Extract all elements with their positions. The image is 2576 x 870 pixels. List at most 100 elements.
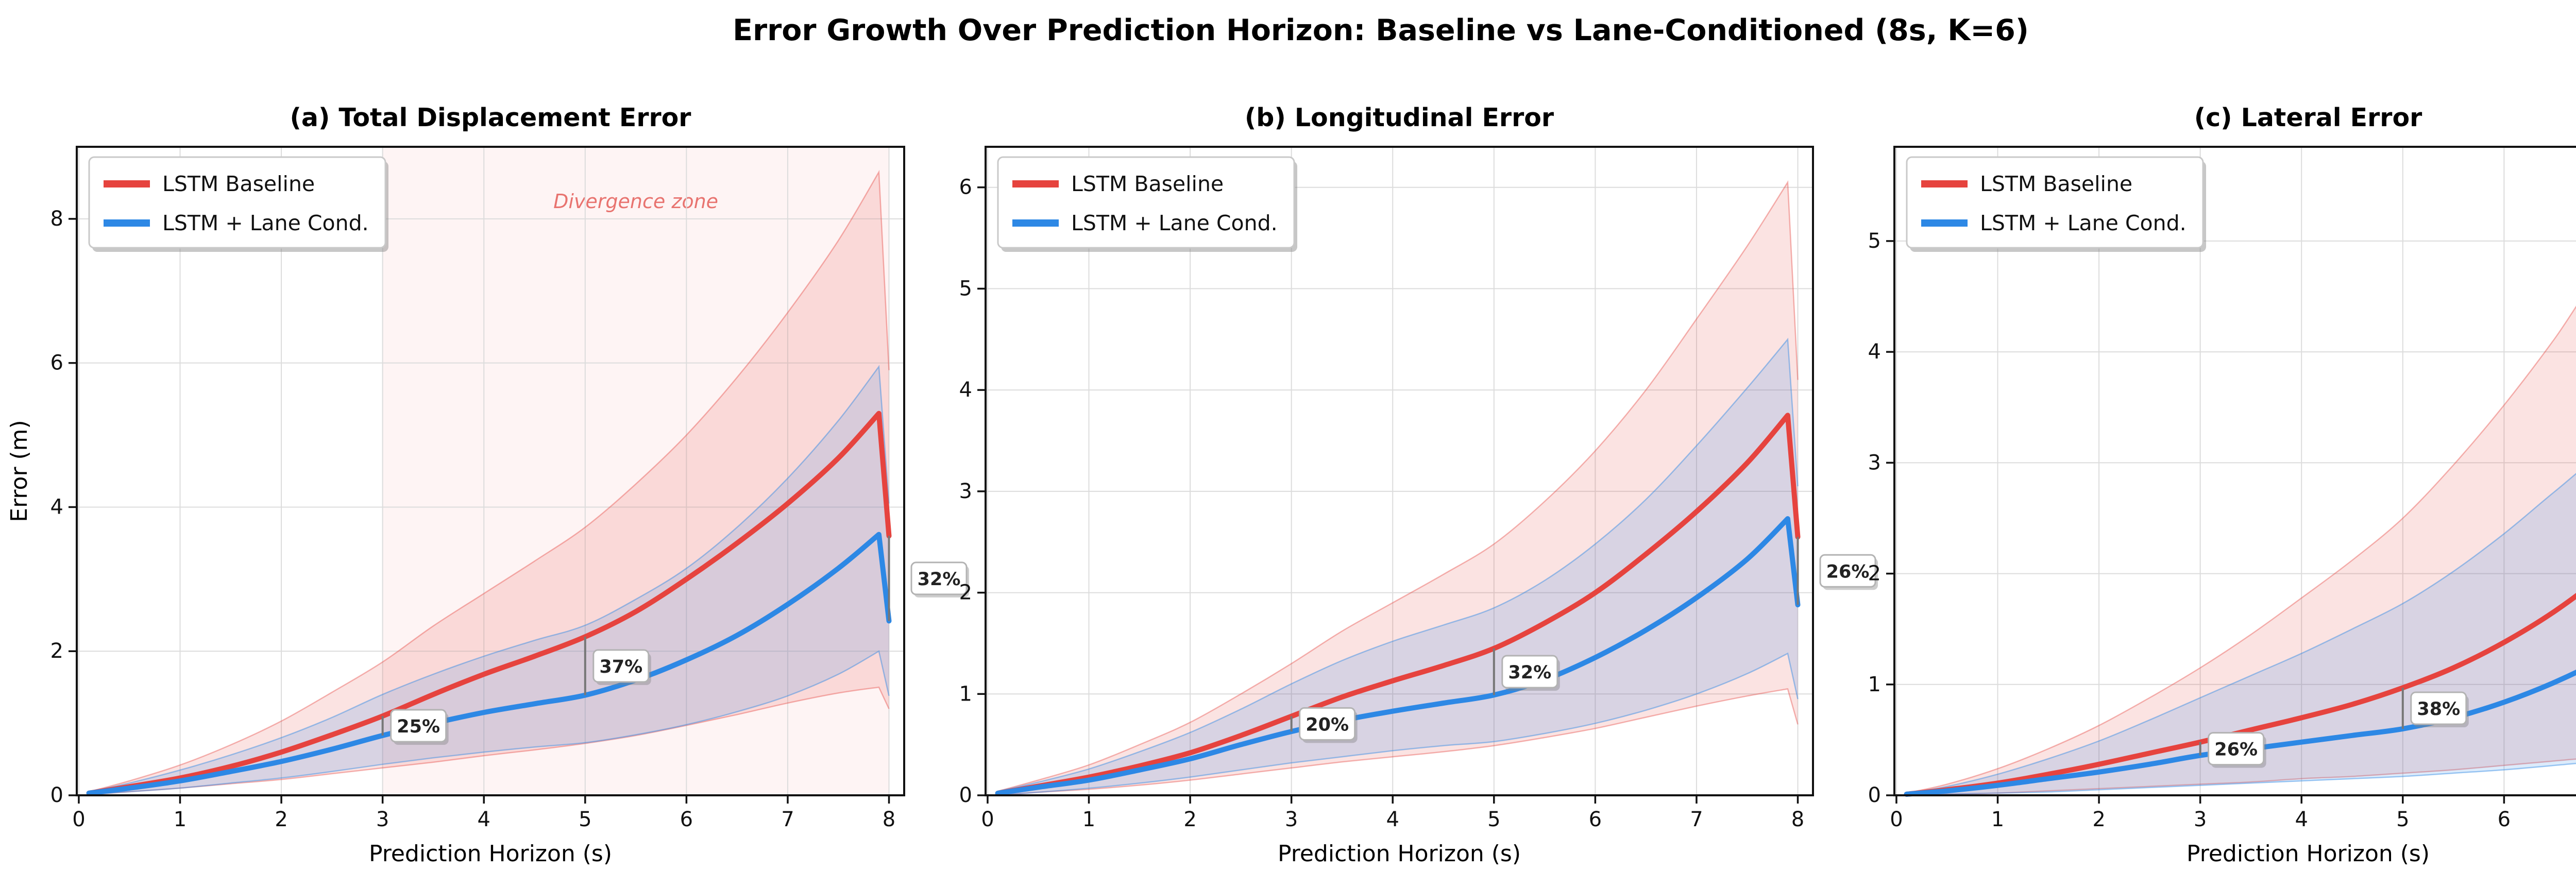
y-tick-label: 5 — [1868, 229, 1881, 253]
x-axis-label: Prediction Horizon (s) — [1278, 841, 1521, 867]
annotation-label: 38% — [2417, 699, 2460, 720]
band-edge-upper — [89, 169, 890, 793]
legend-label: LSTM Baseline — [1980, 172, 2132, 196]
x-tick-label: 2 — [275, 808, 287, 831]
y-tick-label: 4 — [50, 495, 63, 519]
x-tick-label: 8 — [883, 808, 895, 831]
legend-label: LSTM + Lane Cond. — [162, 211, 369, 235]
y-tick-label: 2 — [959, 581, 972, 605]
x-tick-label: 4 — [2295, 808, 2308, 831]
annotation-box — [1501, 655, 1558, 689]
x-tick-label: 5 — [2396, 808, 2409, 831]
confidence-band — [997, 339, 1798, 795]
x-tick-label: 5 — [579, 808, 591, 831]
panel-a: Divergence zone 0 1 2 3 4 5 6 7 8 0 2 4 6 8 Prediction … — [6, 103, 969, 867]
y-tick-label: 0 — [959, 783, 972, 807]
x-tick-label: 0 — [72, 808, 85, 831]
band-edge-lower — [997, 688, 1799, 796]
figure-title: Error Growth Over Prediction Horizon: Ba… — [733, 13, 2029, 47]
x-tick-label: 3 — [1285, 808, 1298, 831]
x-tick-label: 4 — [477, 808, 490, 831]
band-edge-upper — [997, 337, 1799, 792]
y-tick-label: 2 — [50, 639, 63, 663]
x-tick-label: 2 — [2092, 808, 2105, 831]
x-tick-label: 1 — [1082, 808, 1095, 831]
series-line-lane — [1904, 670, 2576, 797]
panel-title: (b) Longitudinal Error — [1245, 103, 1554, 132]
annotation-box — [1819, 554, 1876, 588]
y-tick-label: 4 — [959, 378, 972, 402]
x-tick-label: 4 — [1386, 808, 1399, 831]
y-tick-label: 1 — [1868, 673, 1881, 696]
legend-box — [88, 156, 386, 249]
legend-box — [997, 156, 1295, 249]
band-edge-lower — [1906, 758, 2576, 796]
annotation-box — [592, 649, 650, 683]
y-tick-label: 2 — [1868, 562, 1881, 586]
band-edge-lower — [89, 686, 890, 795]
band-edge-upper — [997, 180, 1799, 792]
annotation-label: 37% — [599, 657, 642, 677]
confidence-band — [1906, 306, 2576, 795]
series-line-baseline — [1904, 593, 2576, 797]
confidence-band — [1906, 473, 2576, 795]
series-line-lane — [995, 516, 1801, 796]
x-tick-label: 6 — [1589, 808, 1602, 831]
annotation-label: 32% — [1508, 662, 1551, 683]
axes-frame — [985, 146, 1814, 796]
y-tick-label: 0 — [1868, 783, 1881, 807]
y-tick-label: 3 — [1868, 451, 1881, 474]
legend: LSTM Baseline LSTM + Lane Cond. — [997, 156, 1297, 252]
panel-c: 012345678012345Prediction Horizon (s)(c)… — [1868, 103, 2576, 867]
y-axis-label: Error (m) — [6, 420, 32, 522]
legend-label: LSTM Baseline — [1071, 172, 1224, 196]
band-edge-upper — [1906, 305, 2576, 794]
band-edge-lower — [1906, 762, 2576, 796]
legend-label: LSTM + Lane Cond. — [1980, 211, 2187, 235]
confidence-band — [89, 366, 889, 795]
series-line-baseline — [995, 413, 1801, 796]
annotation-box — [390, 709, 447, 743]
y-tick-label: 3 — [959, 480, 972, 503]
x-tick-label: 0 — [1890, 808, 1903, 831]
annotation-label: 20% — [1306, 714, 1349, 735]
annotation-box — [2410, 691, 2467, 725]
annotation-label: 25% — [397, 717, 440, 737]
y-tick-label: 6 — [959, 176, 972, 199]
legend: LSTM Baseline LSTM + Lane Cond. — [88, 156, 388, 252]
annotation-box — [1299, 707, 1356, 741]
x-tick-label: 6 — [2498, 808, 2511, 831]
band-edge-upper — [1906, 473, 2576, 794]
x-tick-label: 0 — [981, 808, 994, 831]
divergence-zone — [382, 147, 889, 795]
annotation-label: 26% — [2214, 740, 2258, 760]
legend-label: LSTM Baseline — [162, 172, 315, 196]
x-axis-label: Prediction Horizon (s) — [369, 841, 612, 867]
y-tick-label: 4 — [1868, 340, 1881, 364]
axes-frame — [76, 146, 905, 796]
annotation-box — [910, 561, 968, 595]
confidence-band — [997, 182, 1798, 795]
x-tick-label: 2 — [1183, 808, 1196, 831]
band-edge-lower — [89, 650, 890, 795]
y-tick-label: 6 — [50, 351, 63, 375]
x-tick-label: 6 — [680, 808, 693, 831]
series-line-baseline — [86, 411, 892, 796]
divergence-zone-label: Divergence zone — [553, 190, 718, 213]
annotation-label: 32% — [918, 569, 961, 590]
y-tick-label: 5 — [959, 277, 972, 300]
y-tick-label: 1 — [959, 682, 972, 706]
confidence-band — [89, 172, 889, 795]
panel-b: 0 1 2 3 4 5 6 7 8 0 1 2 3 4 5 6 Prediction Horizon (s) (b… — [959, 103, 1878, 867]
x-tick-label: 3 — [376, 808, 389, 831]
x-tick-label: 3 — [2194, 808, 2207, 831]
axes-frame — [1893, 146, 2576, 796]
panel-title: (c) Lateral Error — [2194, 103, 2422, 132]
x-tick-label: 7 — [781, 808, 794, 831]
band-edge-lower — [997, 652, 1799, 796]
x-tick-label: 8 — [1791, 808, 1804, 831]
x-tick-label: 5 — [1487, 808, 1500, 831]
x-tick-label: 1 — [174, 808, 187, 831]
